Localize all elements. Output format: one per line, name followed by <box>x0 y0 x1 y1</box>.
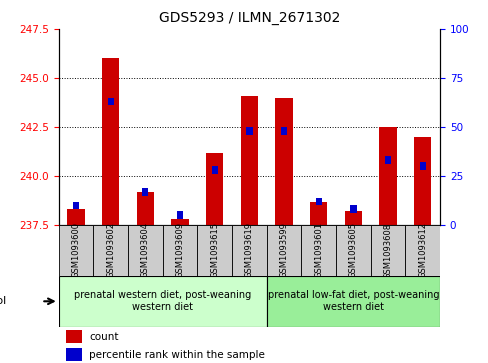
Text: GSM1093619: GSM1093619 <box>244 223 253 278</box>
Bar <box>93 225 128 276</box>
Text: GSM1093601: GSM1093601 <box>314 223 323 278</box>
Text: prenatal western diet, post-weaning
western diet: prenatal western diet, post-weaning west… <box>74 290 251 312</box>
Bar <box>73 201 79 209</box>
Text: GSM1093609: GSM1093609 <box>175 223 184 278</box>
Bar <box>281 127 286 135</box>
Text: GSM1093608: GSM1093608 <box>383 223 392 278</box>
Text: protocol: protocol <box>0 296 7 306</box>
Bar <box>107 98 114 106</box>
Bar <box>205 152 223 225</box>
Bar <box>240 96 258 225</box>
Bar <box>405 225 439 276</box>
Bar <box>379 127 396 225</box>
Bar <box>246 127 252 135</box>
Bar <box>66 348 81 361</box>
Bar <box>309 201 327 225</box>
Bar <box>66 330 81 343</box>
Text: GSM1093612: GSM1093612 <box>417 223 427 278</box>
Text: GSM1093600: GSM1093600 <box>71 223 81 278</box>
Bar <box>413 137 430 225</box>
Bar <box>370 225 405 276</box>
Bar <box>349 205 356 213</box>
Text: GSM1093615: GSM1093615 <box>210 223 219 278</box>
Bar <box>59 276 266 327</box>
Bar <box>232 225 266 276</box>
Text: prenatal low-fat diet, post-weaning
western diet: prenatal low-fat diet, post-weaning west… <box>267 290 438 312</box>
Text: GSM1093599: GSM1093599 <box>279 223 288 278</box>
Bar <box>137 192 154 225</box>
Bar <box>197 225 232 276</box>
Bar <box>102 58 119 225</box>
Text: GSM1093605: GSM1093605 <box>348 223 357 278</box>
Bar <box>266 225 301 276</box>
Title: GDS5293 / ILMN_2671302: GDS5293 / ILMN_2671302 <box>159 11 339 25</box>
Bar <box>163 225 197 276</box>
Bar <box>128 225 163 276</box>
Text: count: count <box>89 332 119 342</box>
Text: percentile rank within the sample: percentile rank within the sample <box>89 350 264 360</box>
Bar <box>301 225 335 276</box>
Bar <box>275 98 292 225</box>
Bar <box>142 188 148 196</box>
Bar <box>67 209 84 225</box>
Bar <box>177 211 183 219</box>
Bar <box>211 166 217 174</box>
Text: GSM1093602: GSM1093602 <box>106 223 115 278</box>
Bar <box>419 162 425 170</box>
Bar <box>344 211 361 225</box>
Bar <box>266 276 439 327</box>
Bar <box>384 156 390 164</box>
Bar <box>59 225 93 276</box>
Bar <box>315 197 321 205</box>
Text: GSM1093604: GSM1093604 <box>141 223 149 278</box>
Bar <box>171 219 188 225</box>
Bar <box>335 225 370 276</box>
